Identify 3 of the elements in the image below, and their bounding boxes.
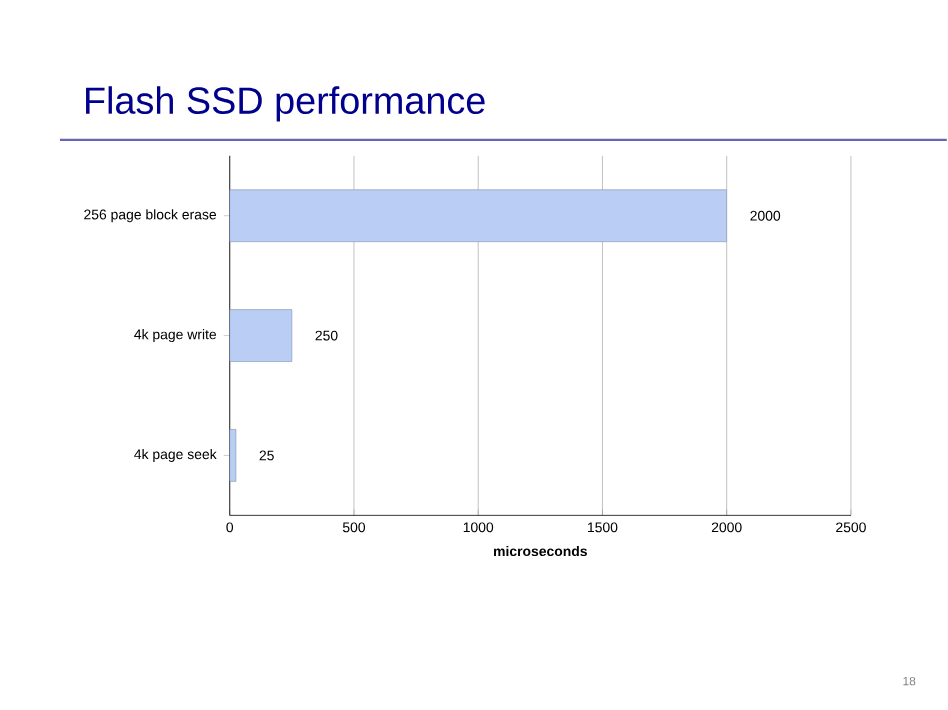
bar — [229, 309, 293, 363]
bar — [229, 189, 727, 243]
chart-title: Flash SSD performance — [86, 86, 485, 122]
